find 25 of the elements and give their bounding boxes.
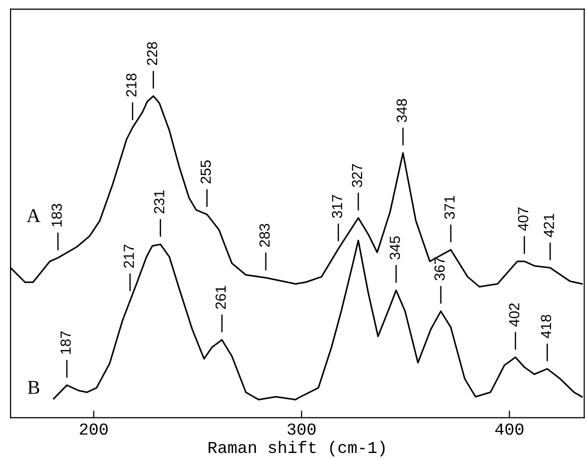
annotation: 407 [518, 208, 528, 231]
annotation: 348 [396, 99, 407, 122]
annotation: 418 [540, 314, 552, 338]
annotation: 367 [434, 257, 445, 280]
annotation: 183 [52, 204, 62, 226]
x-axis-title: Raman shift (cm-1) [208, 440, 385, 456]
annotation: 327 [352, 164, 362, 188]
text: A [26, 209, 40, 222]
annotation: 345 [390, 236, 400, 260]
annotation: 371 [444, 196, 455, 219]
x-tick-label: 200 [80, 423, 108, 435]
annotation: 217 [124, 244, 134, 268]
annotation: 283 [259, 224, 270, 247]
annotation: 218 [126, 74, 136, 97]
annotation: 421 [544, 214, 554, 238]
x-tick-label: 300 [288, 423, 316, 435]
annotation: 187 [60, 331, 71, 354]
annotation: 317 [332, 194, 342, 218]
x-tick-label: 400 [495, 423, 524, 435]
annotation: 255 [200, 160, 211, 184]
series-label: B [28, 381, 40, 394]
annotation: 231 [154, 190, 164, 214]
annotation: 402 [509, 303, 520, 327]
annotation: 261 [216, 286, 226, 309]
annotation: 228 [146, 42, 158, 66]
